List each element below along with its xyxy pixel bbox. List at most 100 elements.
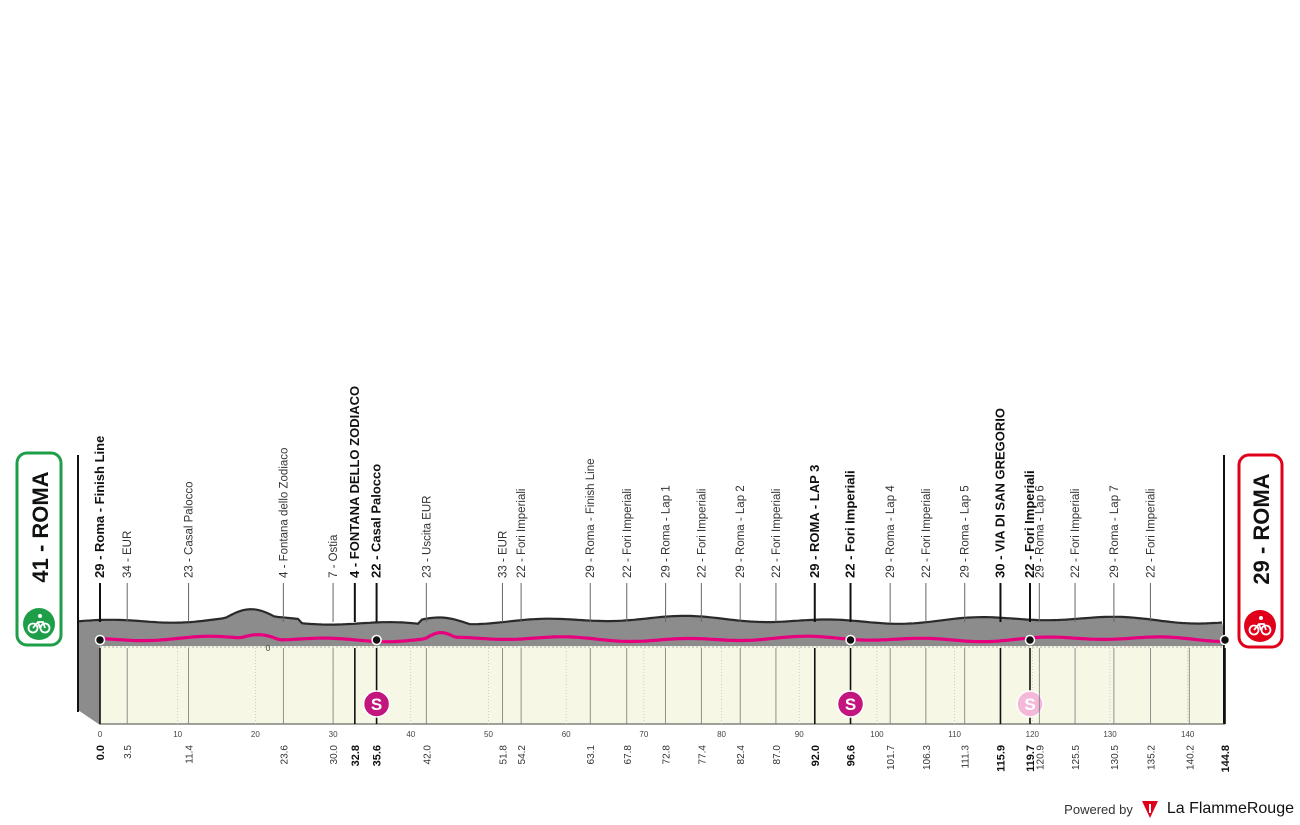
km-label: 106.3 bbox=[922, 745, 933, 770]
axis-tick-label: 80 bbox=[717, 730, 726, 739]
km-label: 144.8 bbox=[1220, 745, 1232, 773]
waypoint bbox=[1219, 634, 1231, 724]
km-label: 3.5 bbox=[123, 745, 134, 759]
waypoint-label: 23 - Uscita EUR bbox=[421, 496, 433, 578]
sprint-icon: S bbox=[1016, 690, 1044, 718]
axis-tick-label: 120 bbox=[1026, 730, 1040, 739]
route-path bbox=[101, 631, 1223, 644]
waypoint: 34 - EUR bbox=[122, 531, 134, 724]
waypoint-label: 29 - Roma - Lap 7 bbox=[1109, 485, 1121, 578]
km-label: 115.9 bbox=[995, 745, 1007, 772]
km-label: 72.8 bbox=[662, 745, 673, 765]
axis-tick-label: 140 bbox=[1181, 730, 1195, 739]
waypoint-dot bbox=[371, 634, 382, 646]
waypoint-label: 29 - Roma - Lap 5 bbox=[960, 485, 972, 578]
waypoint-label: 22 - Fori Imperiali bbox=[1145, 489, 1157, 578]
km-label: 140.2 bbox=[1185, 745, 1196, 770]
waypoint: 7 - Ostia bbox=[328, 534, 340, 724]
waypoint: 22 - Fori Imperiali bbox=[771, 489, 783, 724]
waypoint: 29 - Roma - Finish Line bbox=[92, 436, 107, 724]
sprint-symbol: S bbox=[1024, 695, 1035, 714]
waypoint-label: 22 - Fori Imperiali bbox=[696, 489, 708, 578]
km-label: 125.5 bbox=[1071, 745, 1082, 770]
profile-outline bbox=[77, 608, 1223, 626]
km-label: 0.0 bbox=[95, 745, 107, 760]
waypoint: 29 - Roma - Lap 6 bbox=[1034, 485, 1046, 724]
zero-altitude-label: 0 bbox=[266, 644, 271, 653]
axis-tick-label: 50 bbox=[484, 730, 493, 739]
sprint-icon: S bbox=[362, 690, 391, 718]
waypoint-label: 30 - VIA DI SAN GREGORIO bbox=[992, 408, 1007, 578]
waypoint-label: 23 - Casal Palocco bbox=[184, 481, 196, 578]
km-label: 135.2 bbox=[1146, 745, 1157, 770]
km-label: 30.0 bbox=[329, 745, 340, 765]
waypoint: 4 - FONTANA DELLO ZODIACO bbox=[347, 386, 362, 724]
waypoint-label: 4 - Fontana dello Zodiaco bbox=[278, 448, 290, 578]
waypoints: 29 - Roma - Finish Line 34 - EUR 23 - Casa… bbox=[92, 386, 1231, 724]
km-label: 82.4 bbox=[736, 745, 747, 765]
waypoint: 22 - Fori Imperiali bbox=[696, 489, 708, 724]
sprint-symbol: S bbox=[845, 695, 856, 714]
km-label: 101.7 bbox=[886, 745, 897, 770]
waypoint: 22 - Fori Imperiali bbox=[1070, 489, 1082, 724]
km-label: 23.6 bbox=[279, 745, 290, 765]
axis-tick-label: 30 bbox=[329, 730, 338, 739]
sprint-icon: S bbox=[836, 690, 865, 718]
km-label: 35.6 bbox=[372, 745, 384, 766]
sprint-symbol: S bbox=[371, 695, 382, 714]
waypoint-label: 22 - Fori Imperiali bbox=[843, 470, 858, 578]
flamme-rouge-icon bbox=[1141, 801, 1158, 818]
waypoint-label: 34 - EUR bbox=[122, 531, 134, 578]
waypoint: 23 - Uscita EUR bbox=[421, 496, 433, 724]
waypoint-label: 22 - Fori Imperiali bbox=[622, 489, 634, 578]
axis-tick-label: 20 bbox=[251, 730, 260, 739]
waypoint: 29 - ROMA - LAP 3 bbox=[807, 465, 822, 724]
waypoint-label: 29 - Roma - Lap 2 bbox=[735, 485, 747, 578]
axis-tick-label: 90 bbox=[795, 730, 804, 739]
cyclist-icon bbox=[1248, 616, 1272, 636]
km-label: 54.2 bbox=[517, 745, 528, 765]
axis-tick-label: 10 bbox=[173, 730, 182, 739]
waypoint: 29 - Roma - Lap 1 bbox=[661, 485, 673, 724]
waypoint: 29 - Roma - Finish Line bbox=[585, 458, 597, 724]
waypoint-label: 7 - Ostia bbox=[328, 534, 340, 578]
waypoint: 29 - Roma - Lap 7 bbox=[1109, 485, 1121, 724]
waypoint: 29 - Roma - Lap 2 bbox=[735, 485, 747, 724]
waypoint-label: 29 - Roma - Lap 4 bbox=[885, 485, 897, 578]
waypoint-label: 22 - Fori Imperiali bbox=[516, 489, 528, 578]
km-label: 32.8 bbox=[350, 745, 362, 766]
waypoint-dot bbox=[1024, 634, 1036, 646]
waypoint: 30 - VIA DI SAN GREGORIO bbox=[992, 408, 1007, 724]
km-label: 119.7 bbox=[1025, 745, 1037, 772]
km-label: 51.8 bbox=[498, 745, 509, 765]
km-label: 96.6 bbox=[846, 745, 858, 766]
km-label: 87.0 bbox=[772, 745, 783, 765]
waypoint-label: 33 - EUR bbox=[497, 531, 509, 578]
km-label: 63.1 bbox=[586, 745, 597, 765]
waypoint: 23 - Casal Palocco bbox=[184, 481, 196, 724]
km-label: 130.5 bbox=[1110, 745, 1121, 770]
km-label: 120.9 bbox=[1035, 745, 1046, 770]
waypoint-label: 22 - Fori Imperiali bbox=[1070, 489, 1082, 578]
waypoint-label: 22 - Casal Palocco bbox=[369, 464, 384, 578]
waypoint: 22 - Fori Imperiali bbox=[1145, 489, 1157, 724]
km-label: 77.4 bbox=[697, 745, 708, 765]
waypoint-label: 29 - Roma - Finish Line bbox=[92, 436, 107, 578]
start-badge: 41 - ROMA bbox=[15, 451, 63, 647]
waypoint: 22 - Fori Imperiali bbox=[516, 489, 528, 724]
waypoint: 29 - Roma - Lap 5 bbox=[960, 485, 972, 724]
km-label: 11.4 bbox=[185, 745, 196, 764]
axis-tick-label: 70 bbox=[639, 730, 648, 739]
waypoint: 33 - EUR bbox=[497, 531, 509, 724]
km-axis: 0.0 3.5 11.4 23.6 30.0 32.8 35.6 42.0 51.8 54.2 63… bbox=[95, 745, 1232, 773]
waypoint: 22 - Fori Imperiali bbox=[921, 489, 933, 724]
waypoint-label: 22 - Fori Imperiali bbox=[771, 489, 783, 578]
credit-logo: Powered by La FlammeRouge bbox=[1064, 799, 1294, 819]
profile-base bbox=[100, 646, 1225, 724]
waypoint: 4 - Fontana dello Zodiaco bbox=[278, 448, 290, 724]
start-label: 41 - ROMA bbox=[28, 471, 53, 582]
km-label: 67.8 bbox=[623, 745, 634, 765]
axis-tick-label: 110 bbox=[948, 730, 961, 739]
axis-tick-label: 0 bbox=[98, 730, 103, 739]
waypoint-label: 29 - Roma - Lap 6 bbox=[1034, 485, 1046, 578]
